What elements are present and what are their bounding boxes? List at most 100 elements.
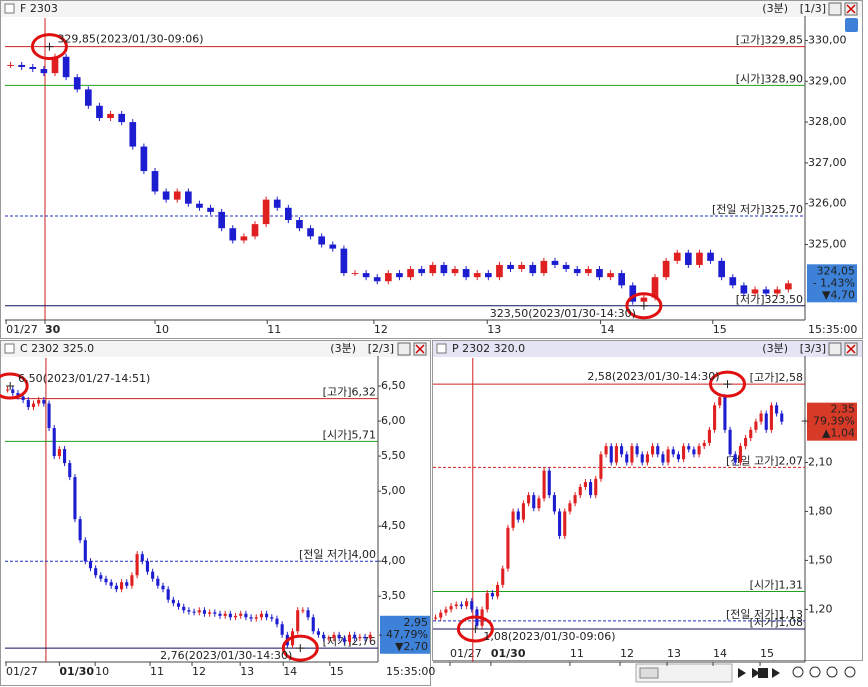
high-label: 6,50(2023/01/27-14:51) [18, 372, 150, 385]
low-marker [471, 624, 480, 633]
y-tick-label: 326,00 [808, 197, 847, 210]
candle [547, 470, 551, 496]
candle [40, 69, 48, 74]
maximize-button[interactable] [828, 342, 842, 356]
current-price-label: 324,05 [817, 264, 856, 277]
candle [635, 446, 639, 455]
candle [518, 264, 525, 270]
y-tick-label: 6,50 [381, 379, 406, 392]
candle [521, 503, 525, 520]
level-label: [전일 저가]1,13 [726, 607, 803, 621]
candle [418, 269, 425, 274]
level-label: [저가]1,08 [750, 616, 803, 629]
candle [107, 113, 114, 118]
candle [353, 634, 357, 639]
candle [140, 554, 144, 562]
panel-header [1, 1, 862, 17]
zoom-reset[interactable] [826, 666, 838, 678]
search[interactable] [844, 666, 856, 678]
candle [759, 413, 763, 422]
candle [318, 236, 325, 245]
candle [697, 446, 701, 455]
x-tick-label: 11 [570, 647, 584, 660]
x-tick-label: 13 [240, 665, 254, 678]
candle [254, 617, 258, 619]
maximize-button[interactable] [397, 342, 411, 356]
candle [618, 273, 625, 286]
candle [99, 575, 103, 579]
candle [473, 273, 481, 278]
candle [439, 612, 443, 618]
level-label: [시가]328,90 [736, 72, 803, 85]
candle [327, 638, 331, 640]
candle [118, 113, 125, 123]
current-price-change: - 1,43% [813, 276, 855, 289]
highlight-circle [30, 33, 68, 61]
candle [337, 634, 341, 639]
candle [362, 273, 370, 278]
candle [529, 264, 537, 274]
x-tick-label: 01/30 [59, 665, 94, 678]
y-tick-label: 328,00 [808, 115, 847, 128]
close-icon [415, 344, 425, 354]
play-button[interactable] [772, 668, 780, 678]
candle [213, 612, 217, 614]
candle [6, 389, 10, 391]
scroll-track[interactable] [635, 663, 733, 683]
zoom-in[interactable] [792, 666, 804, 678]
zoom-out[interactable] [809, 666, 821, 678]
x-tick-label: 15 [760, 647, 774, 660]
candle [656, 446, 660, 455]
candle [470, 601, 474, 610]
candle [640, 297, 648, 302]
x-tick-label: 01/27 [6, 323, 38, 336]
candle [385, 273, 392, 282]
next-button[interactable] [752, 668, 760, 678]
candle [329, 244, 337, 249]
candle [540, 260, 548, 274]
panel-interval: (3분) [330, 342, 356, 355]
candle [440, 264, 448, 274]
scroll-thumb[interactable] [639, 667, 659, 679]
candle [723, 397, 727, 430]
candle [94, 568, 98, 576]
current-price-box [807, 264, 857, 303]
current-price-box [380, 615, 430, 654]
y-tick-label: 327,00 [808, 156, 847, 169]
candle [171, 599, 175, 604]
level-label: [전일 저가]4,00 [299, 547, 376, 561]
candle [52, 428, 56, 457]
close-icon [846, 344, 856, 354]
side-button[interactable] [845, 18, 858, 32]
checkbox[interactable] [4, 343, 15, 354]
panel-frame [0, 340, 431, 686]
y-tick-label: 3,50 [381, 589, 406, 602]
candle [511, 511, 515, 528]
high-marker [723, 380, 732, 389]
candle [563, 511, 567, 536]
candle [78, 519, 82, 541]
chart-panel: F 2303 [1/3] (3분) 325,00 326,00 327,00 328,00 3… [5, 2, 857, 336]
maximize-button[interactable] [828, 2, 842, 16]
candle [57, 449, 61, 457]
candle [233, 615, 238, 618]
stop-button[interactable] [758, 668, 768, 678]
y-tick-label: 6,00 [381, 414, 406, 427]
candle [16, 393, 20, 397]
checkbox[interactable] [4, 3, 15, 14]
prev-button[interactable] [738, 668, 746, 678]
candle [749, 429, 753, 438]
candle [275, 618, 279, 625]
panel-page: [3/3] [800, 342, 826, 355]
x-tick-label: 01/27 [6, 665, 38, 678]
candle [629, 285, 637, 302]
candle [718, 260, 725, 278]
level-label: [저가]323,50 [736, 293, 803, 306]
candle [197, 610, 201, 613]
panel-title: P 2302 320.0 [452, 342, 525, 355]
checkbox[interactable] [436, 343, 447, 354]
candle [270, 617, 274, 619]
x-tick-label: 10 [155, 323, 169, 336]
